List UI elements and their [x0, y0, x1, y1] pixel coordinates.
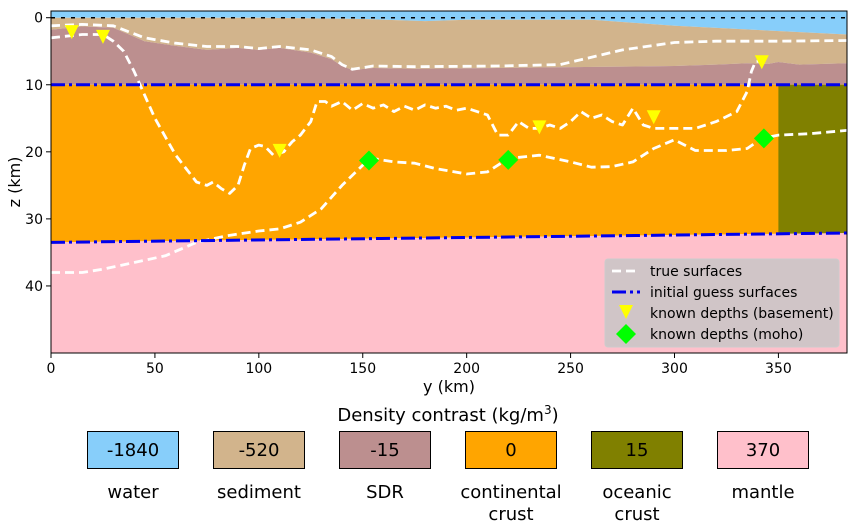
y-tick-label: 0: [34, 11, 43, 27]
density-swatch: 0: [465, 431, 557, 469]
density-swatch: 370: [717, 431, 809, 469]
y-tick-label: 10: [25, 78, 43, 94]
legend-moho-marker: [616, 324, 636, 344]
basement-depth-marker: [95, 29, 110, 44]
legend-label: known depths (basement): [650, 306, 834, 322]
basement-depth-marker: [754, 55, 769, 70]
oceanic-crust-layer: [778, 84, 847, 234]
sdr-layer: [51, 26, 847, 85]
x-tick-label: 350: [765, 361, 792, 377]
y-tick-label: 20: [25, 145, 43, 161]
legend-basement-marker: [619, 305, 633, 319]
density-cross-section-chart: 0 50 100 150 200 250 300 350 0 10 20 30 40 y (km) z…: [5, 10, 848, 396]
layer-label: sediment: [217, 482, 301, 503]
moho-depth-marker: [498, 149, 519, 170]
layer-label: SDR: [366, 482, 404, 503]
basement-depth-marker: [532, 120, 547, 135]
density-swatch: -15: [339, 431, 431, 469]
y-tick-label: 40: [25, 279, 43, 295]
sediment-layer: [51, 17, 847, 70]
x-tick-label: 300: [661, 361, 688, 377]
x-tick-label: 50: [146, 361, 164, 377]
true-surface-line-3: [51, 129, 847, 274]
legend-label: true surfaces: [650, 264, 742, 280]
legend-label: initial guess surfaces: [650, 285, 797, 301]
density-contrast-title: Density contrast (kg/m3): [337, 403, 559, 426]
x-tick-label: 200: [453, 361, 480, 377]
basement-depth-marker: [64, 25, 79, 40]
legend-label: known depths (moho): [650, 327, 803, 343]
layer-label: mantle: [731, 482, 795, 503]
layer-label: continental crust: [460, 482, 562, 525]
water-layer: [51, 11, 847, 35]
layer-label: water: [107, 482, 159, 503]
basement-depth-marker: [272, 143, 287, 158]
true-surface-line-1: [51, 22, 847, 71]
plot-frame: [50, 10, 848, 354]
continental-crust-layer: [51, 84, 847, 243]
legend: true surfaces initial guess surfaces known…: [604, 258, 840, 348]
x-axis-label: y (km): [423, 377, 475, 396]
x-tick-label: 250: [557, 361, 584, 377]
initial-guess-line-2: [51, 231, 847, 244]
x-tick-label: 0: [47, 361, 56, 377]
density-swatch: -520: [213, 431, 305, 469]
x-tick-label: 150: [349, 361, 376, 377]
x-tick-label: 100: [245, 361, 272, 377]
basement-depth-marker: [646, 110, 661, 125]
density-swatch: 15: [591, 431, 683, 469]
y-axis-label: z (km): [5, 157, 24, 208]
density-swatch: -1840: [87, 431, 179, 469]
layer-label: oceanic crust: [602, 482, 672, 525]
legend-box: [604, 258, 840, 348]
y-tick-label: 30: [25, 212, 43, 228]
moho-depth-marker: [753, 128, 774, 149]
moho-depth-marker: [358, 150, 379, 171]
